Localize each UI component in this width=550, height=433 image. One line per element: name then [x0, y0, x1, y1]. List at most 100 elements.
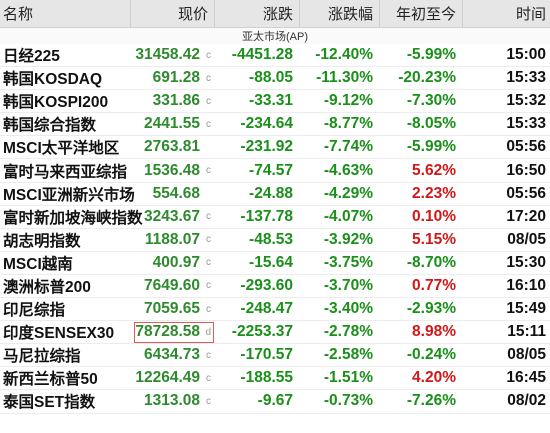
price-flag: c — [206, 49, 211, 61]
table-row[interactable]: 韩国KOSPI200 331.86 c -33.31 -9.12% -7.30% 15:32 — [0, 90, 550, 114]
price-value: 7649.60 — [143, 276, 200, 294]
table-row[interactable]: MSCI越南 400.97 c -15.64 -3.75% -8.70% 15:30 — [0, 252, 550, 275]
current-price: 1188.07 c — [130, 229, 214, 251]
ytd-value: -5.99% — [406, 138, 456, 156]
table-row[interactable]: MSCI亚洲新兴市场 554.68 -24.88 -4.29% 2.23% 05:56 — [0, 183, 550, 206]
price-flag: c — [206, 257, 211, 269]
price-flag: c — [206, 280, 211, 292]
table-header: 名称 现价 涨跌 涨跌幅 年初至今 时间 — [0, 0, 550, 28]
ytd-value: -0.24% — [406, 346, 456, 364]
table-row[interactable]: 胡志明指数 1188.07 c -48.53 -3.92% 5.15% 08/05 — [0, 229, 550, 252]
change-pct-value: -2.78% — [323, 323, 373, 341]
change-value: -24.88 — [249, 184, 293, 202]
change-pct-value: -3.70% — [323, 276, 373, 294]
price-flag: d — [205, 326, 211, 338]
ytd-value: -8.05% — [406, 115, 456, 133]
table-row[interactable]: 富时马来西亚综指 1536.48 c -74.57 -4.63% 5.62% 16:50 — [0, 159, 550, 183]
price-value: 3243.67 — [143, 207, 200, 225]
time-value: 15:33 — [506, 69, 546, 87]
section-label: 亚太市场(AP) — [0, 28, 550, 44]
price-flag: c — [206, 349, 211, 361]
table-row[interactable]: 富时新加坡海峡指数 3243.67 c -137.78 -4.07% 0.10% 17:20 — [0, 206, 550, 229]
index-name: 胡志明指数 — [3, 232, 81, 250]
index-name: 新西兰标普50 — [3, 371, 98, 389]
time-value: 15:00 — [506, 46, 546, 64]
table-row[interactable]: 印尼综指 7059.65 c -248.47 -3.40% -2.93% 15:49 — [0, 298, 550, 322]
current-price: 1536.48 c — [130, 159, 214, 181]
time-value: 15:32 — [506, 92, 546, 110]
price-flag: c — [206, 165, 211, 177]
time-value: 05:56 — [506, 138, 546, 156]
price-value: 12264.49 — [135, 369, 200, 387]
change-value: -248.47 — [240, 300, 293, 318]
change-pct-value: -1.51% — [323, 369, 373, 387]
column-header-name[interactable]: 名称 — [3, 6, 34, 23]
index-name: 泰国SET指数 — [3, 394, 96, 412]
index-name: 马尼拉综指 — [3, 348, 81, 366]
change-pct-value: -12.40% — [315, 46, 373, 64]
time-value: 08/05 — [507, 346, 546, 364]
ytd-value: 5.15% — [412, 230, 456, 248]
change-value: -137.78 — [240, 207, 293, 225]
price-value: 331.86 — [152, 92, 200, 110]
table-body: 日经225 31458.42 c -4451.28 -12.40% -5.99% 15:00… — [0, 44, 550, 414]
index-name: 日经225 — [3, 48, 60, 66]
price-value: 6434.73 — [143, 346, 200, 364]
price-value: 2441.55 — [143, 115, 200, 133]
change-value: -33.31 — [249, 92, 293, 110]
time-value: 15:30 — [506, 253, 546, 271]
table-row[interactable]: 韩国综合指数 2441.55 c -234.64 -8.77% -8.05% 15:33 — [0, 113, 550, 137]
index-name: 韩国综合指数 — [3, 117, 97, 135]
ytd-value: -7.26% — [406, 392, 456, 410]
change-value: -48.53 — [249, 230, 293, 248]
column-header-ytd[interactable]: 年初至今 — [379, 0, 462, 27]
price-value: 2763.81 — [143, 138, 200, 156]
column-header-time[interactable]: 时间 — [462, 0, 550, 27]
table-row[interactable]: 马尼拉综指 6434.73 c -170.57 -2.58% -0.24% 08/05 — [0, 344, 550, 368]
ytd-value: -7.30% — [406, 92, 456, 110]
change-value: -9.67 — [257, 392, 293, 410]
table-row[interactable]: 印度SENSEX30 78728.58 d -2253.37 -2.78% 8.98% 15… — [0, 321, 550, 345]
time-value: 15:33 — [506, 115, 546, 133]
price-flag: c — [206, 95, 211, 107]
table-row[interactable]: 泰国SET指数 1313.08 c -9.67 -0.73% -7.26% 08/02 — [0, 390, 550, 414]
column-header-change[interactable]: 涨跌 — [214, 0, 299, 27]
index-name: MSCI亚洲新兴市场 — [3, 186, 135, 204]
ytd-value: 5.62% — [412, 161, 456, 179]
time-value: 15:11 — [507, 323, 546, 341]
index-name: 印度SENSEX30 — [3, 325, 115, 343]
ytd-value: 0.77% — [412, 276, 456, 294]
ytd-value: 8.98% — [412, 323, 456, 341]
table-row[interactable]: 新西兰标普50 12264.49 c -188.55 -1.51% 4.20% 16:45 — [0, 367, 550, 391]
price-value: 400.97 — [152, 253, 200, 271]
change-pct-value: -3.40% — [323, 300, 373, 318]
current-price: 331.86 c — [130, 90, 214, 112]
change-value: -15.64 — [249, 253, 293, 271]
table-row[interactable]: 日经225 31458.42 c -4451.28 -12.40% -5.99% 15:00 — [0, 44, 550, 68]
change-value: -4451.28 — [231, 46, 293, 64]
change-value: -88.05 — [249, 69, 293, 87]
column-header-change-pct[interactable]: 涨跌幅 — [299, 0, 379, 27]
column-header-price[interactable]: 现价 — [130, 0, 214, 27]
index-name: 富时马来西亚综指 — [3, 163, 128, 181]
ytd-value: -20.23% — [398, 69, 456, 87]
price-flag: c — [206, 372, 211, 384]
time-value: 15:49 — [506, 300, 546, 318]
index-name: MSCI太平洋地区 — [3, 140, 120, 158]
change-value: -293.60 — [240, 276, 293, 294]
price-flag: c — [206, 72, 211, 84]
table-row[interactable]: MSCI太平洋地区 2763.81 -231.92 -7.74% -5.99% 05:56 — [0, 136, 550, 160]
price-value: 7059.65 — [143, 300, 200, 318]
change-pct-value: -0.73% — [323, 392, 373, 410]
market-table: 名称 现价 涨跌 涨跌幅 年初至今 时间 亚太市场(AP) 日经225 31458… — [0, 0, 550, 414]
current-price: 7059.65 c — [130, 298, 214, 320]
current-price: 2763.81 — [130, 136, 214, 158]
time-value: 08/02 — [507, 392, 546, 410]
time-value: 05:56 — [506, 184, 546, 202]
time-value: 16:10 — [506, 276, 546, 294]
table-row[interactable]: 澳洲标普200 7649.60 c -293.60 -3.70% 0.77% 16:10 — [0, 275, 550, 299]
price-flag: c — [206, 211, 211, 223]
table-row[interactable]: 韩国KOSDAQ 691.28 c -88.05 -11.30% -20.23% 15:33 — [0, 67, 550, 91]
change-pct-value: -4.63% — [323, 161, 373, 179]
current-price: 7649.60 c — [130, 275, 214, 297]
